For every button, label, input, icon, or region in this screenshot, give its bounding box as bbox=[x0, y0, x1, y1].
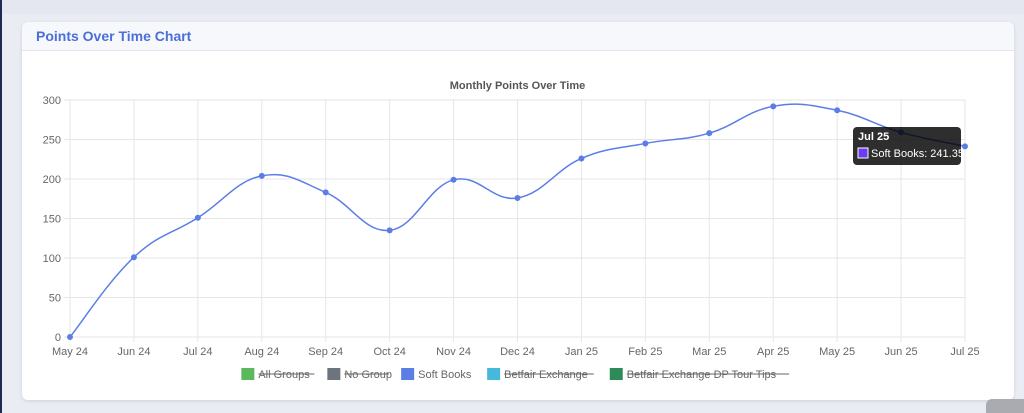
legend-swatch[interactable] bbox=[487, 368, 501, 380]
x-tick-label: May 25 bbox=[819, 346, 855, 358]
legend-swatch[interactable] bbox=[401, 368, 415, 380]
x-tick-label: Jun 25 bbox=[885, 346, 918, 358]
x-tick-label: Sep 24 bbox=[308, 346, 343, 358]
data-point[interactable] bbox=[130, 254, 137, 261]
y-tick-label: 200 bbox=[43, 174, 61, 186]
x-tick-label: Mar 25 bbox=[692, 346, 726, 358]
series-line bbox=[69, 103, 966, 338]
y-tick-label: 100 bbox=[43, 253, 61, 265]
top-strip bbox=[0, 0, 1024, 14]
card-title: Points Over Time Chart bbox=[36, 28, 192, 44]
y-tick-label: 250 bbox=[43, 135, 61, 147]
tooltip-swatch bbox=[857, 147, 869, 159]
x-tick-label: Jul 24 bbox=[183, 346, 212, 358]
data-point[interactable] bbox=[386, 227, 393, 234]
y-tick-label: 300 bbox=[43, 95, 61, 107]
legend-label: No Group bbox=[344, 369, 392, 381]
data-point[interactable] bbox=[770, 103, 777, 110]
data-point[interactable] bbox=[67, 334, 73, 340]
legend-label: Betfair Exchange DP Tour Tips bbox=[627, 369, 777, 381]
y-tick-label: 150 bbox=[43, 214, 61, 226]
data-point[interactable] bbox=[834, 107, 841, 114]
tooltip-box bbox=[853, 127, 961, 165]
x-tick-label: Jul 25 bbox=[950, 346, 979, 358]
legend-swatch[interactable] bbox=[241, 368, 255, 380]
x-tick-label: Jun 24 bbox=[117, 346, 150, 358]
card-header: Points Over Time Chart bbox=[22, 22, 1014, 51]
data-point[interactable] bbox=[578, 155, 585, 162]
x-tick-label: Jan 25 bbox=[565, 346, 598, 358]
data-point[interactable] bbox=[322, 189, 329, 196]
legend-label: Betfair Exchange bbox=[504, 369, 588, 381]
scrollbar-thumb[interactable] bbox=[986, 399, 1024, 413]
data-point[interactable] bbox=[642, 140, 649, 147]
tooltip-title: Jul 25 bbox=[858, 131, 889, 143]
data-point[interactable] bbox=[962, 143, 968, 150]
chart-title: Monthly Points Over Time bbox=[450, 80, 586, 92]
x-tick-label: Apr 25 bbox=[757, 346, 789, 358]
data-point[interactable] bbox=[706, 130, 713, 137]
y-tick-label: 0 bbox=[55, 332, 61, 344]
data-point[interactable] bbox=[258, 172, 265, 179]
data-point[interactable] bbox=[514, 194, 521, 201]
window-edge bbox=[0, 0, 2, 413]
tooltip-body: Soft Books: 241.35 bbox=[871, 148, 964, 160]
data-point[interactable] bbox=[194, 214, 201, 221]
data-point[interactable] bbox=[450, 176, 457, 183]
x-tick-label: Nov 24 bbox=[436, 346, 471, 358]
x-tick-label: May 24 bbox=[52, 346, 88, 358]
legend-swatch[interactable] bbox=[609, 368, 623, 380]
x-tick-label: Dec 24 bbox=[500, 346, 535, 358]
legend-label: All Groups bbox=[258, 369, 310, 381]
legend-label: Soft Books bbox=[418, 369, 472, 381]
x-tick-label: Oct 24 bbox=[373, 346, 405, 358]
x-tick-label: Aug 24 bbox=[244, 346, 279, 358]
x-tick-label: Feb 25 bbox=[628, 346, 662, 358]
y-tick-label: 50 bbox=[49, 293, 61, 305]
legend-swatch[interactable] bbox=[327, 368, 341, 380]
